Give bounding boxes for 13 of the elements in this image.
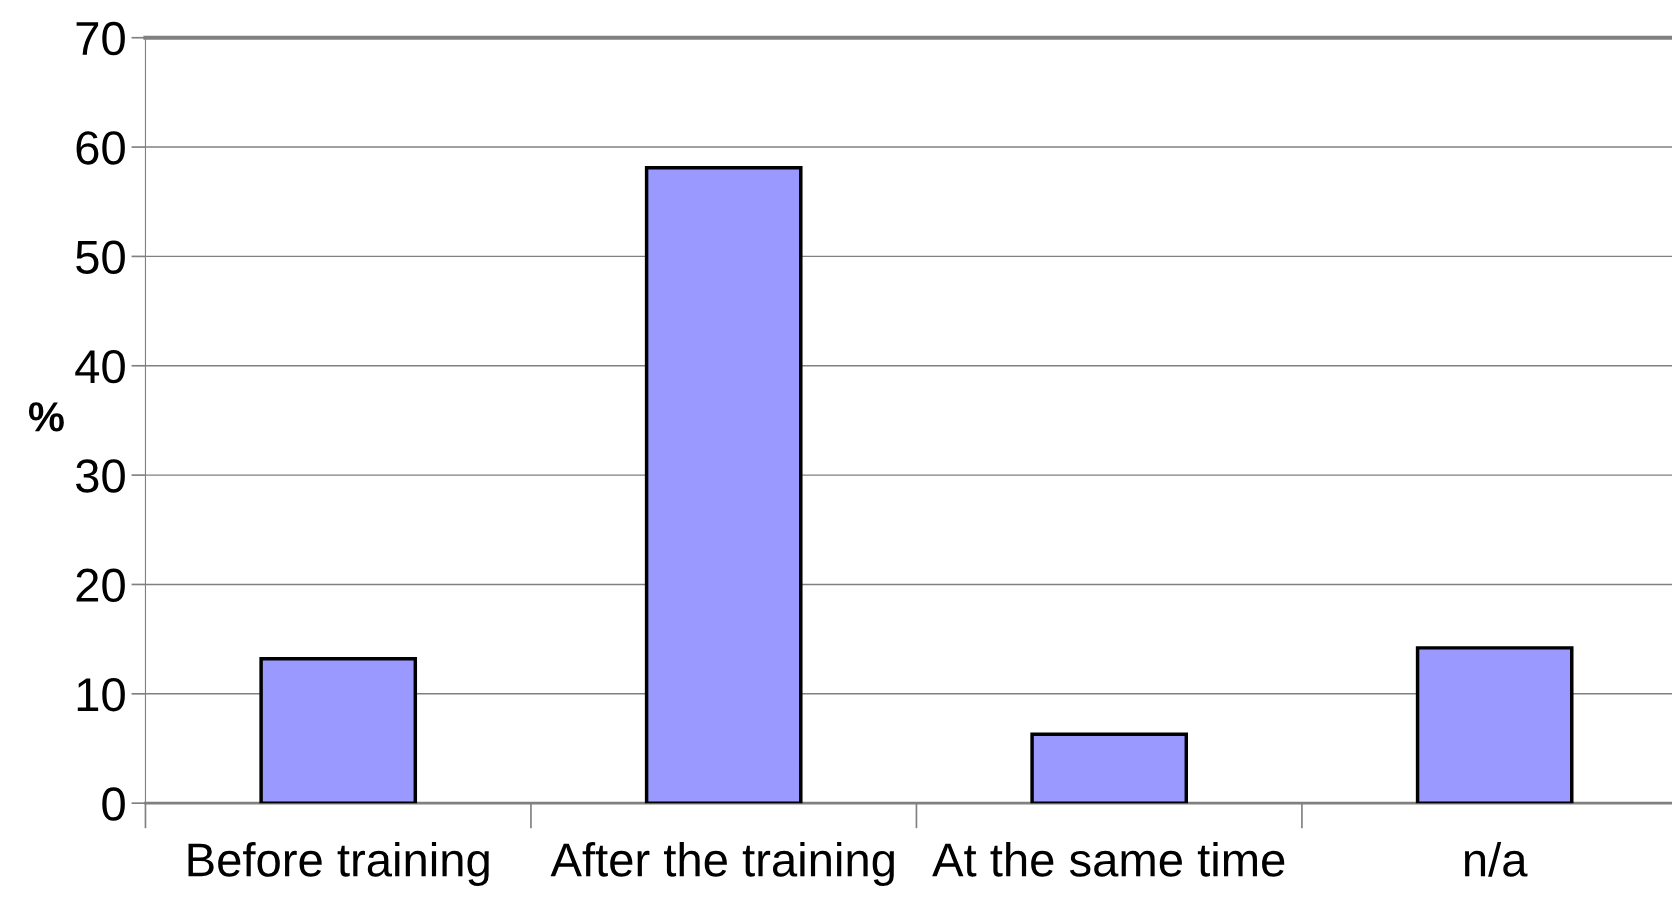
y-axis-title: %: [28, 402, 64, 432]
y-tick-label: 10: [77, 677, 125, 712]
x-tick-label: Before training: [188, 842, 489, 887]
x-tick-label: n/a: [1464, 842, 1528, 877]
y-tick-label: 40: [75, 349, 125, 384]
x-tick-label: After the training: [550, 842, 894, 887]
y-tick-label: 0: [102, 787, 125, 821]
y-tick-label: 20: [76, 568, 125, 603]
y-tick-label: 60: [76, 131, 125, 165]
y-tick-label: 30: [75, 459, 125, 493]
y-tick-label: 70: [76, 21, 125, 56]
x-tick-label: At the same time: [932, 842, 1285, 877]
y-tick-label: 50: [76, 240, 125, 274]
